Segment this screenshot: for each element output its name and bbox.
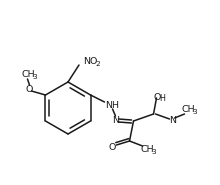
- Text: 3: 3: [32, 73, 37, 80]
- Text: 2: 2: [95, 60, 100, 66]
- Text: O: O: [26, 85, 33, 93]
- Text: CH: CH: [141, 145, 154, 154]
- Text: O: O: [154, 92, 161, 102]
- Text: 3: 3: [151, 149, 156, 156]
- Text: N: N: [112, 115, 119, 125]
- Text: NO: NO: [83, 56, 97, 65]
- Text: H: H: [159, 94, 165, 103]
- Text: CH: CH: [22, 70, 35, 78]
- Text: O: O: [109, 144, 116, 152]
- Text: 3: 3: [192, 108, 197, 115]
- Text: N: N: [169, 115, 176, 125]
- Text: NH: NH: [106, 100, 119, 110]
- Text: CH: CH: [182, 105, 195, 114]
